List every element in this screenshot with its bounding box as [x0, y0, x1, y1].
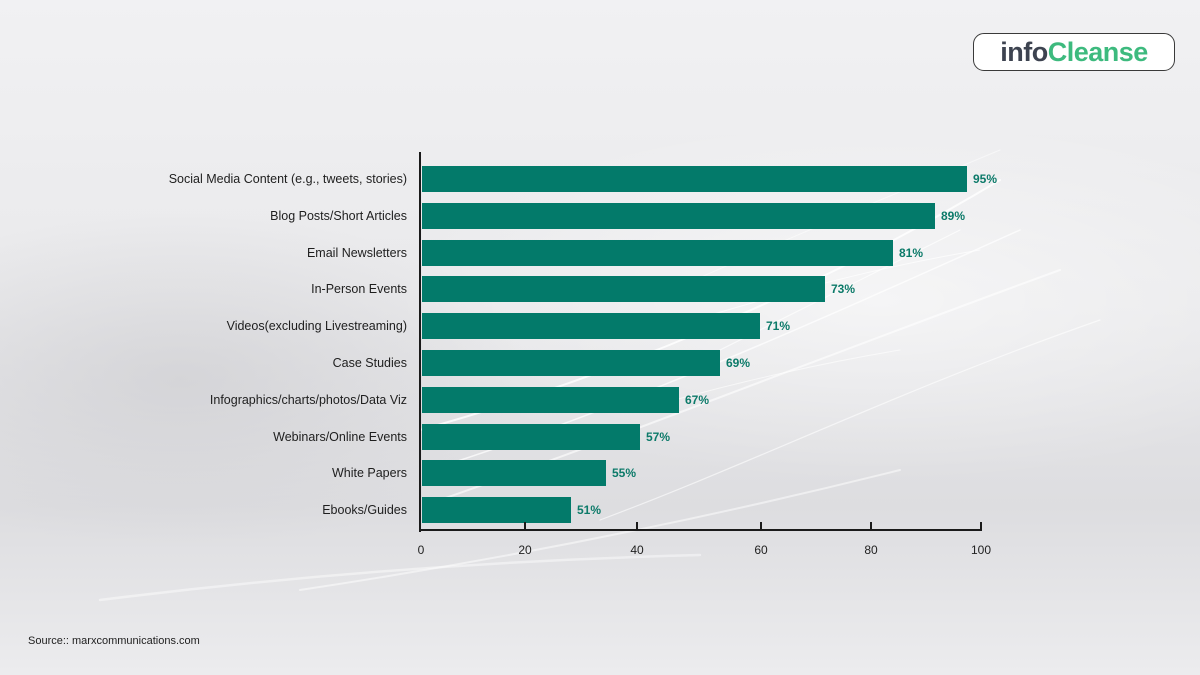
bar: [422, 424, 640, 450]
value-label: 69%: [726, 356, 751, 370]
x-axis-line: [419, 529, 982, 531]
bar: [422, 497, 571, 523]
bar: [422, 276, 825, 302]
bar: [422, 350, 720, 376]
category-label: In-Person Events: [311, 282, 407, 296]
x-axis-tick-label: 40: [630, 543, 644, 557]
x-axis-tick: [760, 522, 762, 530]
x-axis-tick: [870, 522, 872, 530]
value-label: 95%: [973, 172, 998, 186]
x-axis-tick: [636, 522, 638, 530]
infocleanse-logo: info Cleanse: [973, 33, 1175, 71]
value-label: 57%: [646, 430, 671, 444]
category-label: Blog Posts/Short Articles: [270, 209, 407, 223]
bar: [422, 313, 760, 339]
category-label: Webinars/Online Events: [273, 430, 407, 444]
category-label: Infographics/charts/photos/Data Viz: [209, 393, 407, 407]
category-label: Case Studies: [332, 356, 407, 370]
x-axis-tick-label: 20: [518, 543, 532, 557]
x-axis-tick: [524, 522, 526, 530]
value-label: 73%: [831, 282, 856, 296]
bar: [422, 240, 893, 266]
value-label: 67%: [685, 393, 710, 407]
category-label: Email Newsletters: [306, 246, 407, 260]
value-label: 89%: [941, 209, 966, 223]
category-label: Videos(excluding Livestreaming): [226, 319, 407, 333]
logo-text-info: info: [1000, 36, 1048, 67]
bar: [422, 460, 606, 486]
category-label: White Papers: [331, 466, 407, 480]
source-caption: Source:: marxcommunications.com: [28, 635, 200, 647]
value-label: 81%: [899, 246, 924, 260]
bar: [422, 203, 935, 229]
x-axis-tick-label: 80: [864, 543, 878, 557]
logo-text-cleanse: Cleanse: [1047, 36, 1149, 67]
x-axis-tick-label: 100: [970, 543, 992, 557]
x-axis-tick: [980, 522, 982, 530]
x-axis-tick-label: 60: [754, 543, 768, 557]
category-label: Ebooks/Guides: [322, 503, 407, 517]
value-label: 55%: [612, 466, 637, 480]
value-label: 71%: [766, 319, 791, 333]
y-axis-line: [419, 152, 421, 532]
value-label: 51%: [577, 503, 602, 517]
x-axis-tick-label: 0: [417, 543, 425, 557]
category-label: Social Media Content (e.g., tweets, stor…: [168, 172, 407, 186]
bar: [422, 166, 967, 192]
bar: [422, 387, 679, 413]
